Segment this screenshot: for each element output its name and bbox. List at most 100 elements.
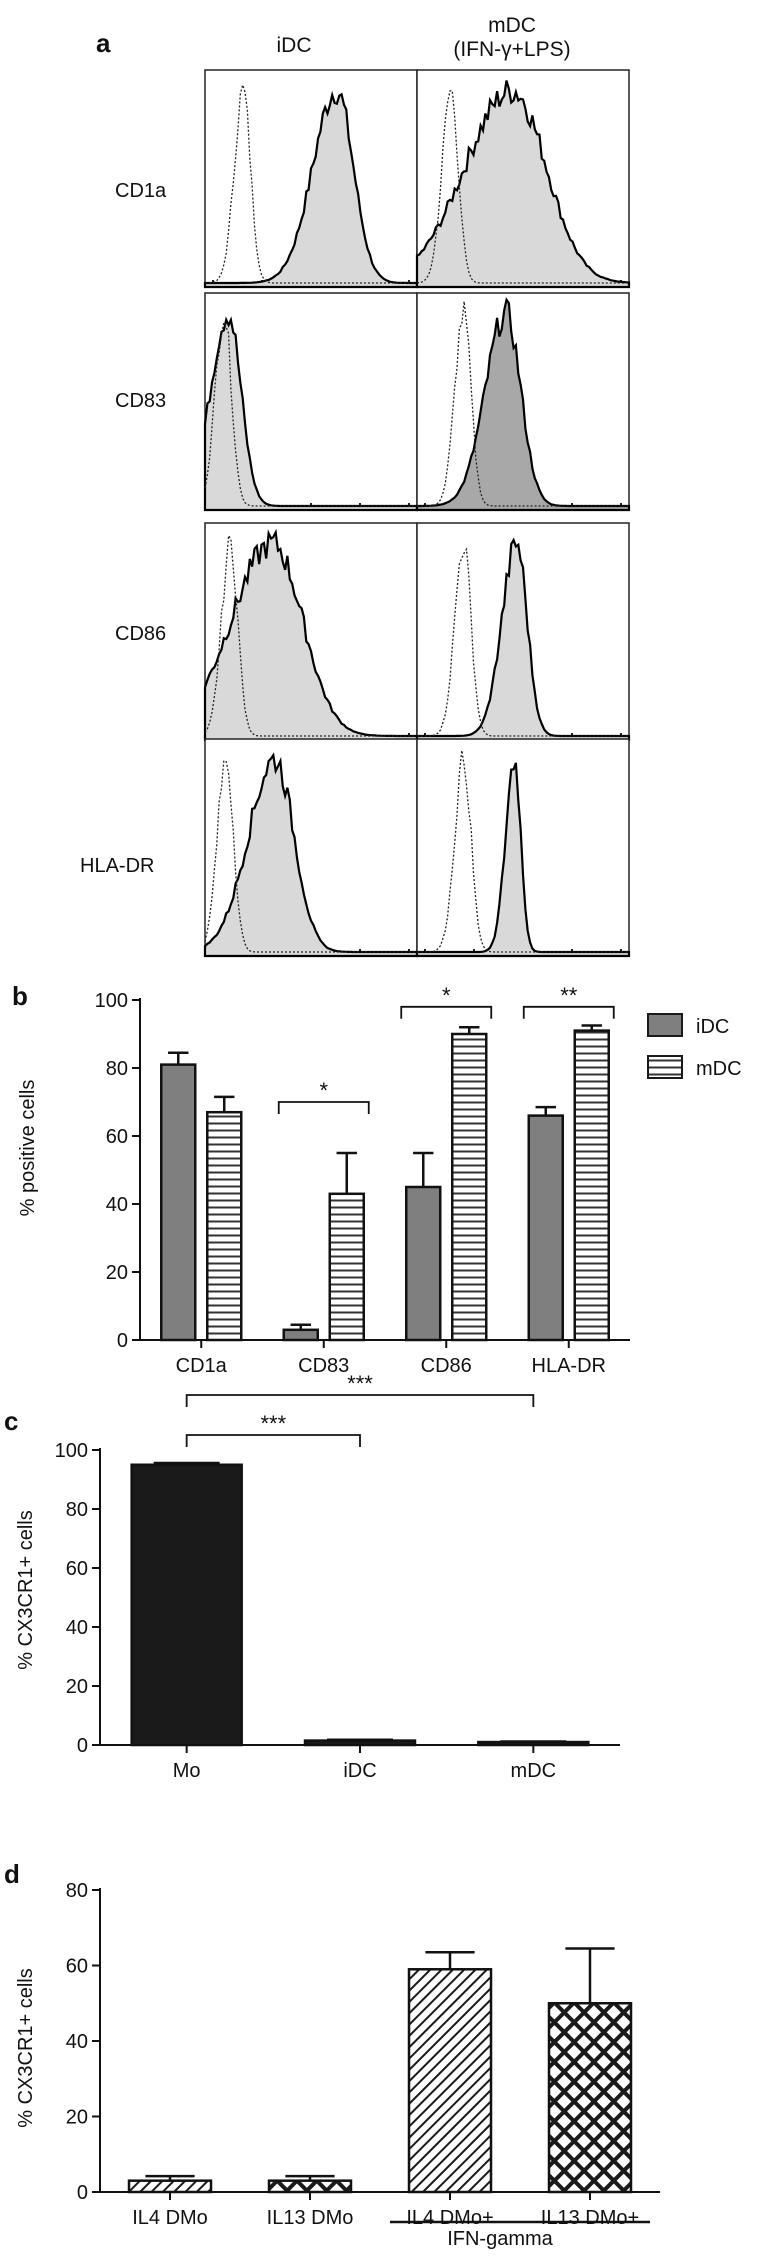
- x-tick-label: CD83: [298, 1355, 349, 1377]
- y-tick-label: 60: [66, 1956, 88, 1978]
- isotype-histogram: [417, 750, 629, 953]
- panel-c: c % CX3CR1+ cells 0 20 40 60 80 100 Mo iDC mDC **…: [4, 1371, 620, 1782]
- x-tick-label: CD86: [421, 1355, 472, 1377]
- column-label-idc: iDC: [277, 34, 312, 57]
- chart-d: 0 20 40 60 80 IL4 DMo IL13 DMo IL4 DMo+ IL13 DMo…: [66, 1880, 660, 2229]
- significance-bracket-label: *: [442, 983, 451, 1008]
- bar-mdc-cd1a: [206, 1110, 243, 1342]
- row-label-cd86: CD86: [115, 623, 166, 645]
- ifn-gamma-group-label: IFN-gamma: [447, 2228, 553, 2250]
- isotype-histogram: [416, 90, 629, 284]
- panel-b-label: b: [12, 981, 28, 1011]
- bar-idc-cd1a: [160, 1063, 197, 1342]
- x-tick-label: Mo: [173, 1760, 201, 1782]
- chart-c: 0 20 40 60 80 100 Mo iDC mDC *** ***: [55, 1371, 620, 1782]
- y-tick-label: 80: [66, 1499, 88, 1521]
- significance-bracket-mo-idc-label: ***: [260, 1411, 286, 1436]
- panel-c-label: c: [4, 1406, 18, 1436]
- bar-il13-dmo-: [547, 2002, 633, 2194]
- isotype-histogram: [204, 82, 417, 284]
- histogram-cd83-mdc: [415, 292, 631, 512]
- isotype-histogram: [417, 301, 629, 507]
- row-label-cd1a: CD1a: [115, 180, 167, 202]
- bar-il4-dmo-: [407, 1968, 493, 2194]
- panel-d-label: d: [4, 1859, 20, 1889]
- x-tick-label: IL13 DMo: [267, 2207, 354, 2229]
- column-label-mdc-line2: (IFN-γ+LPS): [453, 38, 570, 61]
- y-tick-label: 80: [106, 1058, 128, 1080]
- significance-bracket: [522, 1005, 615, 1019]
- y-tick-label: 40: [66, 2031, 88, 2053]
- panel-d-y-axis-label: % CX3CR1+ cells: [15, 1968, 37, 2128]
- y-tick-label: 20: [66, 1676, 88, 1698]
- bar-idc: [303, 1739, 417, 1747]
- stained-histogram: [203, 90, 419, 289]
- histogram-cd83-idc: [203, 292, 419, 512]
- row-label-cd83: CD83: [115, 390, 166, 412]
- y-tick-label: 100: [95, 990, 128, 1012]
- bar-il13-dmo: [267, 2179, 353, 2194]
- panel-b: b % positive cells 0 20 40 60 80 100 CD1a CD83 C…: [12, 981, 742, 1377]
- y-tick-label: 0: [77, 2182, 88, 2204]
- y-tick-label: 100: [55, 1440, 88, 1462]
- histogram-cd86-mdc: [415, 522, 631, 742]
- stained-histogram: [415, 537, 631, 742]
- panel-b-y-axis-label: % positive cells: [17, 1080, 39, 1217]
- row-label-hla-dr: HLA-DR: [80, 855, 154, 877]
- y-tick-label: 60: [106, 1126, 128, 1148]
- significance-bracket: [277, 1101, 370, 1114]
- isotype-histogram: [204, 533, 417, 737]
- legend-swatch-idc: [647, 1013, 683, 1037]
- histogram-cd1a-idc: [203, 69, 419, 289]
- legend-label-mdc: mDC: [696, 1058, 742, 1080]
- y-tick-label: 80: [66, 1880, 88, 1902]
- y-tick-label: 60: [66, 1558, 88, 1580]
- stained-histogram: [415, 80, 631, 289]
- isotype-histogram: [204, 759, 417, 953]
- bar-idc-cd86: [405, 1185, 442, 1342]
- significance-bracket-mo-mdc-label: ***: [347, 1371, 373, 1396]
- y-tick-label: 0: [117, 1330, 128, 1352]
- y-tick-label: 20: [66, 2107, 88, 2129]
- bar-mo: [130, 1463, 243, 1747]
- isotype-histogram: [204, 320, 417, 507]
- isotype-histogram: [417, 547, 629, 737]
- y-tick-label: 0: [77, 1735, 88, 1757]
- legend-swatch-mdc: [647, 1055, 683, 1079]
- y-tick-label: 20: [106, 1262, 128, 1284]
- bar-mdc-cd86: [451, 1032, 488, 1342]
- bar-mdc-cd83: [328, 1192, 365, 1342]
- significance-bracket: [400, 1005, 493, 1019]
- x-tick-label: mDC: [511, 1760, 557, 1782]
- significance-bracket-label: **: [560, 983, 578, 1008]
- x-tick-label: CD1a: [176, 1355, 228, 1377]
- bar-idc-hla-dr: [527, 1114, 564, 1342]
- histogram-hla-dr-mdc: [415, 738, 631, 958]
- histogram-cd86-idc: [203, 522, 419, 742]
- legend-label-idc: iDC: [696, 1016, 729, 1038]
- panel-a-label: a: [96, 28, 111, 58]
- x-tick-label: IL4 DMo+: [406, 2207, 493, 2229]
- column-label-mdc-line1: mDC: [488, 14, 536, 37]
- histogram-hla-dr-idc: [203, 738, 419, 958]
- x-tick-label: IL4 DMo: [132, 2207, 208, 2229]
- histogram-grid: [203, 69, 631, 958]
- bar-idc-cd83: [282, 1328, 319, 1342]
- significance-bracket-mo-mdc: [185, 1394, 535, 1407]
- significance-bracket-label: *: [319, 1078, 328, 1103]
- histogram-cd1a-mdc: [415, 69, 631, 289]
- y-tick-label: 40: [106, 1194, 128, 1216]
- x-tick-label: IL13 DMo+: [541, 2207, 639, 2229]
- bar-mdc-hla-dr: [573, 1029, 610, 1342]
- bar-mdc: [477, 1740, 590, 1747]
- legend-b: iDC mDC: [647, 1013, 742, 1080]
- x-tick-label: HLA-DR: [532, 1355, 606, 1377]
- panel-d: d % CX3CR1+ cells 0 20 40 60 80 IL4 DMo IL13 D…: [4, 1859, 660, 2250]
- stained-histogram: [415, 297, 631, 512]
- y-tick-label: 40: [66, 1617, 88, 1639]
- x-tick-label: iDC: [343, 1760, 376, 1782]
- bar-il4-dmo: [127, 2179, 213, 2194]
- significance-bracket-mo-idc: [185, 1434, 361, 1447]
